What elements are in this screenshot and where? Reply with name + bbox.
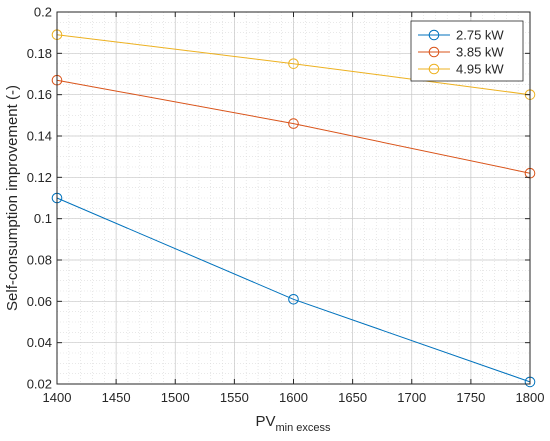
legend-label: 3.85 kW [456,45,504,60]
legend-item: 2.75 kW [418,28,504,43]
x-tick-label: 1450 [102,390,131,405]
y-tick-label: 0.12 [27,170,52,185]
x-axis-label: PVmin excess [255,413,331,434]
x-tick-label: 1750 [456,390,485,405]
y-tick-label: 0.14 [27,129,52,144]
y-tick-label: 0.1 [34,211,52,226]
y-tick-label: 0.04 [27,335,52,350]
series-line [56,79,531,174]
x-tick-label: 1800 [516,390,545,405]
legend-item: 3.85 kW [418,45,504,60]
x-tick-label: 1500 [161,390,190,405]
x-tick-label: 1600 [279,390,308,405]
x-axis-label-main: PV [255,413,275,430]
legend-label: 4.95 kW [456,62,504,77]
x-tick-label: 1400 [43,390,72,405]
legend-item: 4.95 kW [418,62,504,77]
legend: 2.75 kW 3.85 kW 4.95 kW [410,20,524,82]
tick-labels: 1400 1450 1500 1550 1600 1650 1700 1750 1800 0.02… [27,5,545,406]
y-tick-label: 0.18 [27,46,52,61]
y-tick-label: 0.16 [27,87,52,102]
x-tick-label: 1550 [220,390,249,405]
y-tick-label: 0.06 [27,294,52,309]
axis-ticks [56,11,531,385]
data-point-marker [288,58,299,69]
data-point-marker [288,293,299,305]
legend-marker [428,46,440,58]
y-tick-label: 0.08 [27,253,52,268]
y-axis-label: Self-consumption improvement (-) [4,85,21,311]
series-line [56,34,531,96]
x-tick-label: 1700 [397,390,426,405]
legend-label: 2.75 kW [456,28,504,43]
y-tick-label: 0.2 [34,5,52,20]
legend-marker [428,29,440,41]
y-tick-label: 0.02 [27,377,52,392]
x-axis-label-subscript: min excess [275,422,331,434]
legend-marker [428,63,440,75]
x-tick-label: 1650 [338,390,367,405]
data-point-marker [288,118,299,129]
series-line [56,197,531,383]
